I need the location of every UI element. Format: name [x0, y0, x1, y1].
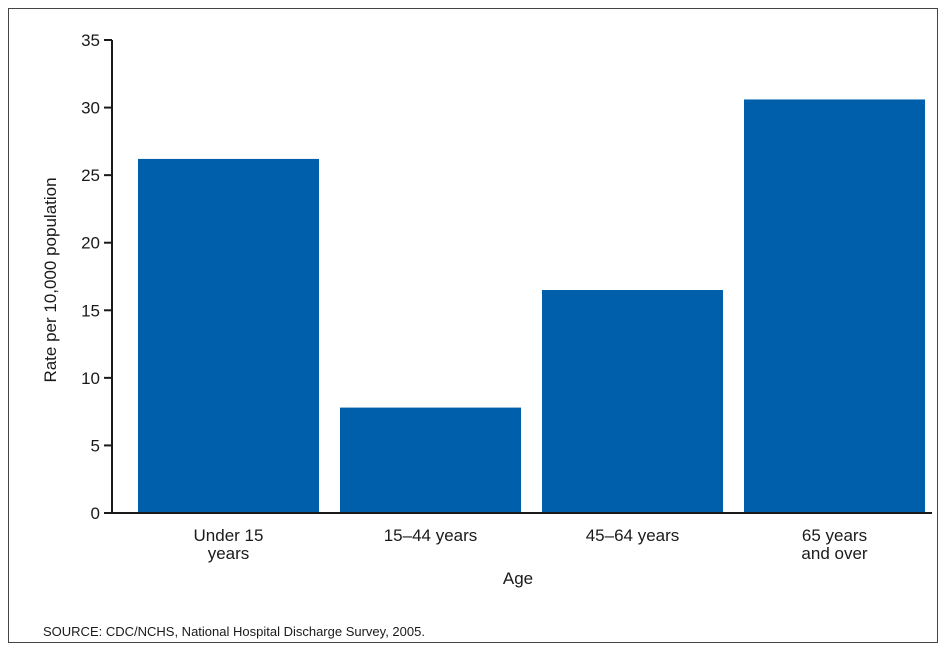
x-tick-label-line: 45–64 years	[586, 526, 680, 545]
x-tick-label: 45–64 years	[586, 526, 680, 545]
y-tick-label: 5	[91, 436, 100, 455]
y-tick-label: 35	[81, 31, 100, 50]
x-tick-label: Under 15 years	[194, 526, 264, 563]
x-axis-tick-labels: Under 15 years 15–44 years 45–64 years 65 ye…	[194, 526, 868, 563]
bar	[542, 290, 723, 513]
y-tick-label: 10	[81, 369, 100, 388]
x-tick-label-line: Under 15	[194, 526, 264, 545]
bar	[340, 407, 521, 513]
bar	[744, 99, 925, 513]
y-tick-label: 20	[81, 234, 100, 253]
source-note: SOURCE: CDC/NCHS, National Hospital Disc…	[43, 624, 425, 639]
x-axis-title: Age	[503, 569, 533, 588]
x-tick-label-line: 65 years	[802, 526, 867, 545]
y-tick-label: 25	[81, 166, 100, 185]
x-tick-label-line: and over	[801, 544, 867, 563]
x-tick-label-line: 15–44 years	[384, 526, 478, 545]
x-tick-label-line: years	[208, 544, 250, 563]
y-tick-label: 30	[81, 99, 100, 118]
bar	[138, 158, 319, 513]
x-tick-label: 65 years and over	[801, 526, 867, 563]
y-tick-label: 15	[81, 301, 100, 320]
x-tick-label: 15–44 years	[384, 526, 478, 545]
y-axis-title: Rate per 10,000 population	[41, 177, 60, 382]
y-axis-ticks: 0 5 10 15 20 25 30 35	[81, 31, 112, 523]
bars-group	[138, 99, 925, 513]
y-tick-label: 0	[91, 504, 100, 523]
